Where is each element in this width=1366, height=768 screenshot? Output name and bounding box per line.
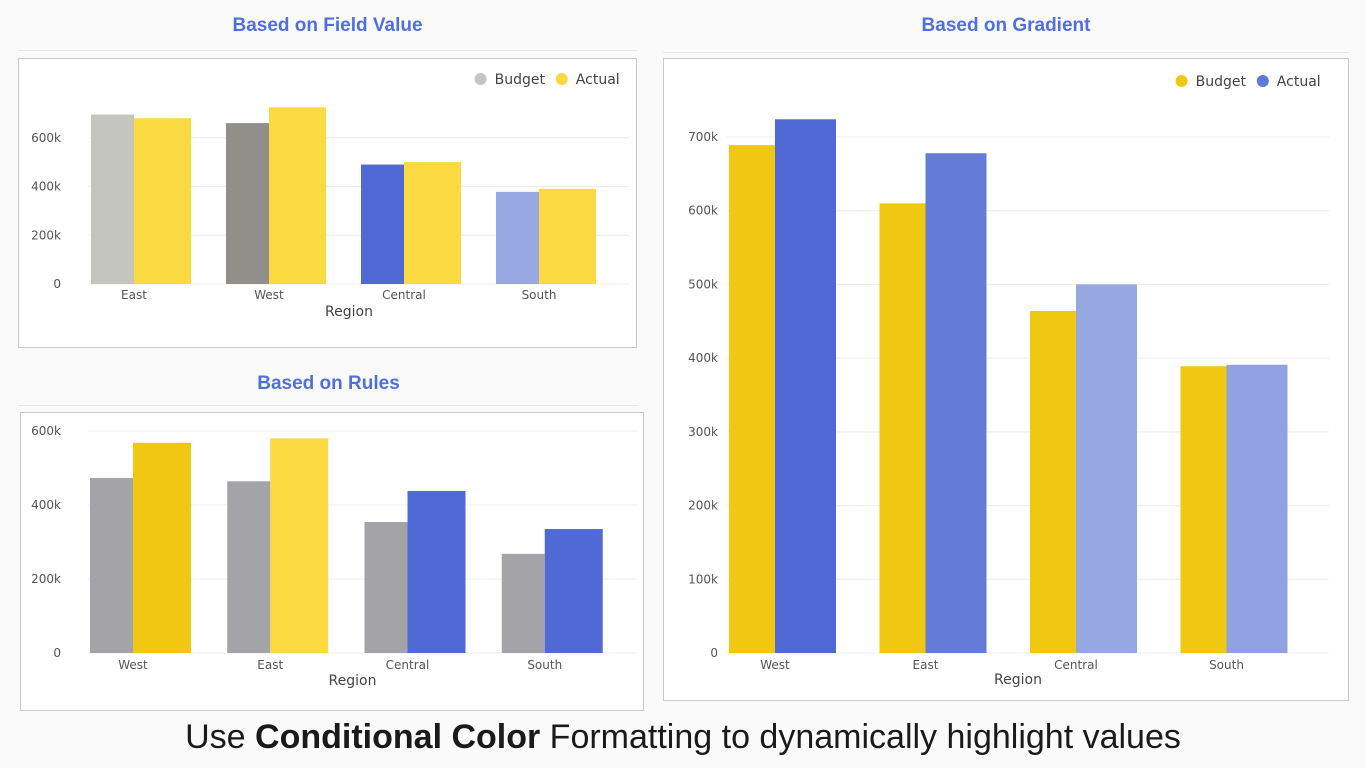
title-divider-gradient — [663, 52, 1349, 53]
bar-budget-central — [1030, 310, 1076, 653]
x-tick-label: West — [254, 288, 284, 302]
chart-rules: 0 200k 400k 600k West East Central South Region — [31, 424, 637, 689]
x-tick-label: East — [257, 658, 283, 672]
y-tick-label: 500k — [688, 277, 718, 291]
y-tick-label: 0 — [710, 646, 718, 660]
caption: Use Conditional Color Formatting to dyna… — [0, 718, 1366, 757]
chart-title-gradient: Based on Gradient — [921, 15, 1091, 36]
y-tick-label: 100k — [688, 572, 718, 586]
x-tick-label: Central — [382, 288, 426, 302]
x-tick-label: South — [527, 658, 562, 672]
bar-budget-south — [1180, 366, 1227, 653]
bar-budget-east — [91, 114, 134, 284]
legend-label-actual: Actual — [1277, 74, 1321, 90]
y-tick-label: 200k — [31, 228, 61, 242]
x-axis-title: Region — [325, 304, 373, 320]
caption-suffix: Formatting to dynamically highlight valu… — [540, 718, 1181, 756]
y-tick-label: 600k — [31, 424, 61, 438]
chart-card-gradient: 0 100k 200k 300k 400k 500k 600k 700k West East Cen… — [663, 58, 1349, 701]
chart-gradient: 0 100k 200k 300k 400k 500k 600k 700k West East Cen… — [688, 74, 1329, 688]
bar-actual-east — [925, 153, 987, 653]
x-tick-label: Central — [1054, 658, 1098, 672]
y-tick-label: 200k — [31, 572, 61, 586]
legend-label-actual: Actual — [576, 72, 620, 88]
caption-prefix: Use — [185, 718, 256, 756]
x-axis-title: Region — [994, 672, 1042, 688]
bar-budget-central — [364, 522, 408, 653]
x-tick-label: South — [522, 288, 557, 302]
bar-actual-east — [270, 438, 329, 653]
y-tick-label: 300k — [688, 425, 718, 439]
legend-swatch-actual — [555, 73, 568, 85]
chart-title-rules: Based on Rules — [257, 373, 400, 394]
x-tick-label: West — [118, 658, 148, 672]
legend-swatch-budget — [474, 73, 487, 85]
chart-title-field: Based on Field Value — [232, 15, 423, 36]
x-tick-label: East — [121, 288, 147, 302]
chart-card-field: 0 200k 400k 600k East West Central South Region A… — [18, 58, 637, 348]
bar-actual-central — [404, 162, 461, 284]
bar-budget-west — [226, 123, 269, 284]
y-tick-label: 600k — [31, 131, 61, 145]
y-tick-label: 700k — [688, 130, 718, 144]
y-tick-label: 0 — [53, 646, 61, 660]
bar-actual-west — [133, 442, 191, 653]
y-tick-label: 400k — [688, 351, 718, 365]
title-divider-field — [18, 50, 637, 51]
title-divider-rules — [18, 405, 639, 406]
chart-card-rules: 0 200k 400k 600k West East Central South Region — [20, 412, 644, 711]
bar-budget-east — [227, 481, 271, 653]
chart-field: 0 200k 400k 600k East West Central South Region A… — [31, 72, 629, 320]
y-tick-label: 400k — [31, 498, 61, 512]
bar-budget-west — [729, 145, 775, 653]
bar-actual-west — [269, 107, 326, 284]
y-tick-label: 400k — [31, 180, 61, 194]
bar-budget-central — [361, 164, 404, 284]
legend-label-budget: Budget — [1196, 74, 1247, 90]
y-tick-label: 200k — [688, 499, 718, 513]
bar-budget-west — [90, 477, 133, 653]
y-tick-label: 600k — [688, 204, 718, 218]
x-tick-label: East — [913, 658, 939, 672]
bar-budget-south — [501, 553, 545, 653]
bar-actual-south — [1226, 364, 1288, 653]
x-tick-label: Central — [386, 658, 430, 672]
x-tick-label: South — [1209, 658, 1244, 672]
bar-actual-central — [1076, 284, 1137, 653]
legend-swatch-actual — [1256, 75, 1269, 87]
x-axis-title: Region — [329, 673, 377, 689]
caption-bold: Conditional Color — [255, 718, 541, 756]
bar-actual-south — [539, 188, 596, 284]
bar-actual-east — [134, 118, 191, 284]
bar-budget-south — [496, 191, 539, 284]
bar-actual-central — [407, 490, 466, 653]
legend-swatch-budget — [1175, 75, 1188, 87]
y-tick-label: 0 — [53, 277, 61, 291]
x-tick-label: West — [760, 658, 790, 672]
bar-actual-west — [775, 119, 836, 653]
bar-actual-south — [544, 529, 603, 653]
legend-label-budget: Budget — [495, 72, 546, 88]
bar-budget-east — [879, 203, 926, 654]
